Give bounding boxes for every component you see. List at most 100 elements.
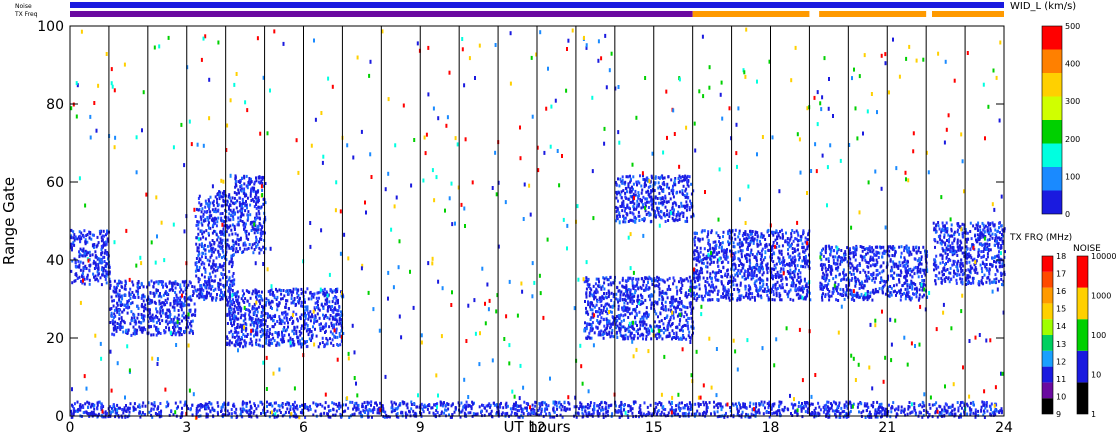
echo-cell xyxy=(869,264,872,268)
echo-cell xyxy=(222,199,225,203)
echo-cell xyxy=(892,290,895,294)
echo-cell xyxy=(338,305,341,308)
echo-cell xyxy=(804,297,807,301)
echo-cell xyxy=(598,298,601,301)
echo-cell xyxy=(627,288,630,291)
echo-cell xyxy=(778,259,781,263)
echo-cell xyxy=(913,266,916,270)
echo-cell xyxy=(649,298,652,302)
echo-cell xyxy=(779,285,782,289)
echo-cell xyxy=(637,196,640,200)
echo-cell xyxy=(228,276,231,280)
echo-cell xyxy=(755,288,758,292)
echo-cell xyxy=(231,303,234,307)
echo-cell xyxy=(594,282,597,286)
echo-cell xyxy=(118,312,121,316)
echo-cell xyxy=(819,285,822,288)
echo-cell xyxy=(747,288,750,292)
echo-cell xyxy=(245,234,248,238)
echo-cell xyxy=(795,293,798,297)
echo-cell xyxy=(112,326,115,330)
echo-cell xyxy=(197,276,200,280)
echo-cell xyxy=(233,282,236,286)
echo-cell xyxy=(246,247,249,251)
echo-cell xyxy=(798,256,801,260)
echo-cell xyxy=(635,217,638,221)
echo-cell xyxy=(233,212,236,216)
echo-cell xyxy=(624,326,626,330)
echo-cell xyxy=(323,287,326,291)
echo-cell xyxy=(307,311,310,315)
echo-cell xyxy=(761,273,764,277)
echo-cell xyxy=(684,310,687,314)
echo-cell xyxy=(823,276,826,280)
echo-cell xyxy=(774,238,777,242)
echo-cell xyxy=(244,341,247,345)
echo-cell xyxy=(673,208,675,212)
echo-cell xyxy=(264,319,267,323)
echo-cell xyxy=(257,305,260,309)
echo-cell xyxy=(603,277,606,281)
echo-cell xyxy=(260,327,263,331)
echo-cell xyxy=(764,238,767,241)
txfreq-bar-segment xyxy=(692,11,810,17)
echo-cell xyxy=(120,316,123,320)
echo-cell xyxy=(908,297,911,301)
echo-cell xyxy=(649,190,652,194)
echo-cell xyxy=(830,248,833,252)
echo-cell xyxy=(289,289,292,293)
echo-cell xyxy=(889,258,892,262)
echo-cell xyxy=(633,308,636,312)
echo-cell xyxy=(130,310,133,314)
echo-cell xyxy=(697,255,700,259)
echo-cell xyxy=(214,207,217,211)
echo-cell xyxy=(716,292,719,296)
echo-cell xyxy=(255,298,258,302)
echo-cell xyxy=(757,250,760,254)
echo-cell xyxy=(923,268,926,272)
echo-cell xyxy=(262,332,265,336)
echo-cell xyxy=(802,250,805,254)
echo-cell xyxy=(782,268,785,271)
echo-cell xyxy=(264,215,267,219)
echo-cell xyxy=(268,338,271,342)
echo-cell xyxy=(907,271,909,275)
echo-cell xyxy=(845,288,848,292)
echo-cell xyxy=(903,291,906,295)
echo-cell xyxy=(791,260,793,264)
echo-cell xyxy=(177,296,180,300)
echo-cell xyxy=(129,287,132,291)
echo-cell xyxy=(585,276,588,280)
echo-cell xyxy=(626,190,628,194)
echo-cell xyxy=(787,252,790,256)
echo-cell xyxy=(239,238,242,242)
echo-cell xyxy=(685,176,688,180)
echo-cell xyxy=(634,193,637,197)
echo-cell xyxy=(707,249,709,253)
echo-cell xyxy=(694,257,697,261)
echo-cell xyxy=(736,287,739,291)
echo-cell xyxy=(723,248,726,252)
echo-cell xyxy=(300,324,303,328)
echo-cell xyxy=(766,293,769,297)
echo-cell xyxy=(766,285,769,289)
echo-cell xyxy=(323,316,326,320)
echo-cell xyxy=(639,334,642,338)
echo-cell xyxy=(645,310,648,314)
echo-cell xyxy=(861,249,864,253)
echo-cell xyxy=(156,329,159,333)
echo-cell xyxy=(620,325,623,329)
echo-cell xyxy=(316,291,319,295)
echo-cell xyxy=(796,231,799,235)
echo-cell xyxy=(678,218,681,221)
echo-cell xyxy=(798,258,800,262)
echo-cell xyxy=(325,302,328,306)
echo-cell xyxy=(192,313,195,317)
echo-cell xyxy=(822,271,825,275)
echo-cell xyxy=(642,195,645,199)
echo-cell xyxy=(706,235,709,239)
echo-cell xyxy=(121,325,124,329)
echo-cell xyxy=(81,254,84,258)
echo-cell xyxy=(924,273,927,277)
echo-cell xyxy=(766,262,769,266)
